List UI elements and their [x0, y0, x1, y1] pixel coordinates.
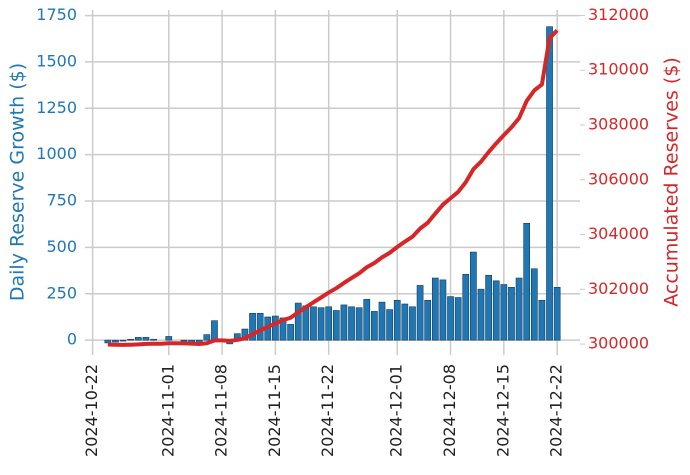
bar	[112, 339, 119, 343]
bar	[142, 337, 150, 341]
y-axis-label: Daily Reserve Growth ($)	[7, 63, 29, 301]
y2-tick-label: 300000	[588, 334, 649, 353]
bar	[530, 268, 538, 341]
bar	[515, 277, 523, 341]
bar	[447, 296, 454, 341]
y2-tick-label: 308000	[588, 115, 649, 134]
x-tick-label: 2024-10-22	[82, 364, 101, 457]
y-tick-label: 1750	[36, 5, 77, 24]
bar	[119, 339, 127, 342]
y-tick-label: 1250	[36, 98, 77, 117]
bar	[409, 306, 416, 341]
bar	[454, 297, 462, 341]
bar	[508, 286, 515, 341]
bar	[485, 274, 492, 341]
bar	[294, 302, 302, 341]
y2-tick-label: 302000	[588, 279, 649, 298]
bar	[272, 315, 279, 341]
bar	[416, 285, 424, 341]
y2-tick-label: 306000	[588, 169, 649, 188]
bar	[340, 304, 348, 341]
bar	[134, 337, 142, 341]
bar	[256, 312, 264, 341]
y2-tick-label: 310000	[588, 60, 649, 79]
bar	[538, 299, 546, 341]
bar	[165, 336, 173, 341]
bar	[523, 223, 531, 341]
y-tick-label: 1500	[36, 51, 77, 70]
x-tick-label: 2024-12-22	[547, 364, 566, 457]
x-tick-label: 2024-12-15	[493, 364, 512, 457]
x-tick-label: 2024-11-01	[158, 364, 177, 457]
bar	[378, 301, 386, 341]
bar	[371, 311, 378, 341]
bar	[546, 26, 553, 341]
bar	[439, 279, 447, 341]
bar	[363, 299, 371, 341]
bar	[287, 324, 294, 341]
bar	[431, 277, 439, 341]
bar	[249, 312, 256, 341]
bar	[332, 310, 340, 341]
bar	[477, 288, 485, 341]
bar	[462, 274, 470, 341]
bar	[127, 338, 135, 341]
y-tick-label: 250	[46, 283, 77, 302]
bar	[492, 280, 500, 341]
line	[107, 29, 559, 347]
bar	[348, 306, 355, 341]
bar	[180, 339, 188, 342]
y2-tick-label: 304000	[588, 224, 649, 243]
x-tick-label: 2024-11-15	[265, 364, 284, 457]
bar	[386, 309, 393, 341]
bar	[470, 251, 477, 341]
bar	[401, 303, 409, 341]
y-tick-label: 1000	[36, 144, 77, 163]
bar	[355, 307, 363, 341]
y-tick-label: 750	[46, 191, 77, 210]
y2-tick-label: 312000	[588, 5, 649, 24]
bar	[553, 286, 561, 341]
y-tick-label: 0	[67, 330, 77, 349]
y-tick-label: 500	[46, 237, 77, 256]
bar	[424, 299, 432, 341]
bar	[500, 284, 508, 341]
bar	[279, 317, 287, 341]
y2-axis-label: Accumulated Reserves ($)	[661, 57, 683, 307]
bar	[211, 320, 218, 341]
x-tick-label: 2024-12-01	[387, 364, 406, 457]
bar	[104, 339, 112, 344]
bar	[317, 307, 325, 341]
bar	[325, 306, 333, 341]
x-tick-label: 2024-12-08	[440, 364, 459, 457]
bar	[310, 306, 317, 341]
bar	[393, 299, 401, 341]
x-tick-label: 2024-11-22	[318, 364, 337, 457]
bar	[150, 338, 157, 341]
bar	[203, 334, 211, 341]
x-tick-label: 2024-11-08	[212, 364, 231, 457]
